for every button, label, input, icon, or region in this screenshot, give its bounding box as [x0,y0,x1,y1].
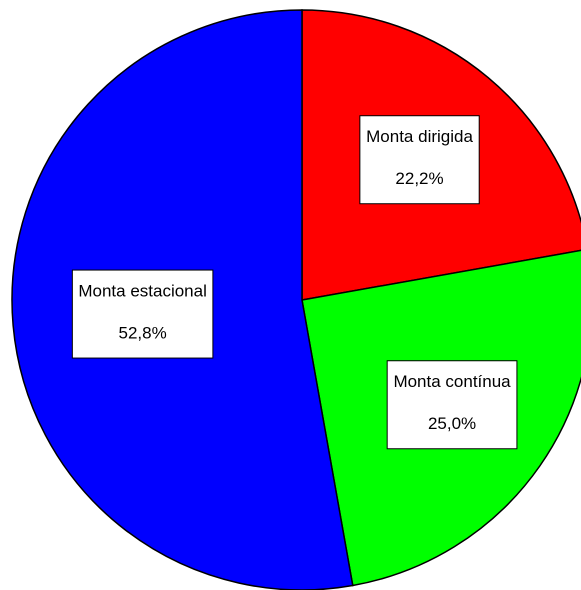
label-box [71,269,214,359]
value-label: 25,0% [428,414,476,433]
slice-label: Monta estacional [78,282,207,301]
label-box [386,360,518,450]
value-label: 52,8% [119,324,167,343]
label-box [359,115,480,205]
value-label: 22,2% [395,169,443,188]
slice-label: Monta contínua [393,372,511,391]
slice-label: Monta dirigida [366,127,473,146]
